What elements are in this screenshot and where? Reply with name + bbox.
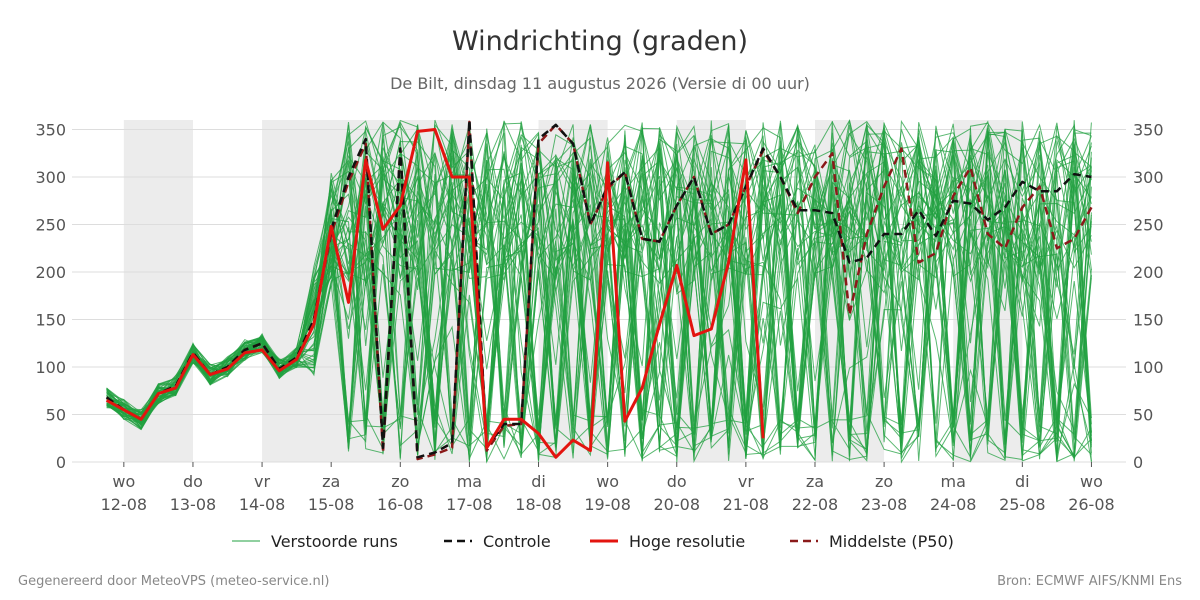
y-tick-right-150: 150 [1133, 311, 1164, 330]
main-series [105, 118, 1093, 461]
y-tick-left-150: 150 [35, 311, 66, 330]
x-tick-day-9: vr [738, 472, 754, 491]
y-axis-left: 0 50 100 150 200 250 300 350 [35, 121, 66, 473]
x-tick-date-6: 18-08 [515, 495, 562, 514]
y-tick-left-350: 350 [35, 121, 66, 140]
series-line-controle [105, 118, 1092, 459]
x-tick-day-0: wo [112, 472, 135, 491]
y-tick-left-300: 300 [35, 168, 66, 187]
x-tick-date-0: 12-08 [101, 495, 148, 514]
x-tick-date-10: 22-08 [792, 495, 839, 514]
x-tick-day-12: ma [941, 472, 966, 491]
x-tick-date-3: 15-08 [308, 495, 355, 514]
x-axis: wo 12-08 do 13-08 vr 14-08 za 15-08 zo 16-08 ma 17-… [101, 462, 1115, 514]
y-tick-right-0: 0 [1133, 453, 1143, 472]
x-tick-date-11: 23-08 [861, 495, 908, 514]
x-tick-date-14: 26-08 [1068, 495, 1115, 514]
x-tick-day-11: zo [875, 472, 893, 491]
perturbed-run-49 [106, 131, 1092, 461]
y-tick-right-250: 250 [1133, 216, 1164, 235]
x-tick-day-10: za [806, 472, 824, 491]
x-tick-day-6: di [531, 472, 546, 491]
x-tick-date-2: 14-08 [239, 495, 286, 514]
y-tick-left-0: 0 [56, 453, 66, 472]
y-tick-right-350: 350 [1133, 121, 1164, 140]
x-tick-date-13: 25-08 [999, 495, 1046, 514]
series-line-hoge-resolutie [105, 128, 765, 459]
chart-title: Windrichting (graden) [452, 26, 748, 57]
x-tick-date-8: 20-08 [654, 495, 701, 514]
x-tick-day-3: za [322, 472, 340, 491]
y-tick-right-300: 300 [1133, 168, 1164, 187]
x-tick-date-1: 13-08 [170, 495, 217, 514]
x-tick-day-7: wo [596, 472, 619, 491]
y-tick-right-50: 50 [1133, 406, 1153, 425]
footer-credit: Gegenereerd door MeteoVPS (meteo-service… [18, 574, 329, 589]
chart-subtitle: De Bilt, dinsdag 11 augustus 2026 (Versi… [390, 74, 810, 93]
x-tick-day-14: wo [1080, 472, 1103, 491]
legend: Verstoorde runs Controle Hoge resolutie Mid… [232, 532, 954, 551]
x-tick-day-13: di [1015, 472, 1030, 491]
y-tick-left-250: 250 [35, 216, 66, 235]
x-tick-date-9: 21-08 [723, 495, 770, 514]
y-tick-left-100: 100 [35, 358, 66, 377]
x-tick-day-2: vr [254, 472, 270, 491]
y-tick-left-200: 200 [35, 263, 66, 282]
x-tick-date-5: 17-08 [446, 495, 493, 514]
legend-label-1: Controle [483, 532, 551, 551]
x-tick-date-4: 16-08 [377, 495, 424, 514]
legend-label-2: Hoge resolutie [629, 532, 745, 551]
x-tick-day-1: do [183, 472, 203, 491]
x-tick-day-5: ma [457, 472, 482, 491]
x-tick-day-8: do [667, 472, 687, 491]
x-tick-day-4: zo [391, 472, 409, 491]
y-tick-right-200: 200 [1133, 263, 1164, 282]
x-tick-date-7: 19-08 [584, 495, 631, 514]
footer-source: Bron: ECMWF AIFS/KNMI Ens [997, 574, 1182, 589]
y-axis-right: 0 50 100 150 200 250 300 350 [1133, 121, 1164, 473]
legend-label-3: Middelste (P50) [829, 532, 954, 551]
y-tick-left-50: 50 [46, 406, 66, 425]
y-tick-right-100: 100 [1133, 358, 1164, 377]
legend-label-0: Verstoorde runs [271, 532, 398, 551]
x-tick-date-12: 24-08 [930, 495, 977, 514]
